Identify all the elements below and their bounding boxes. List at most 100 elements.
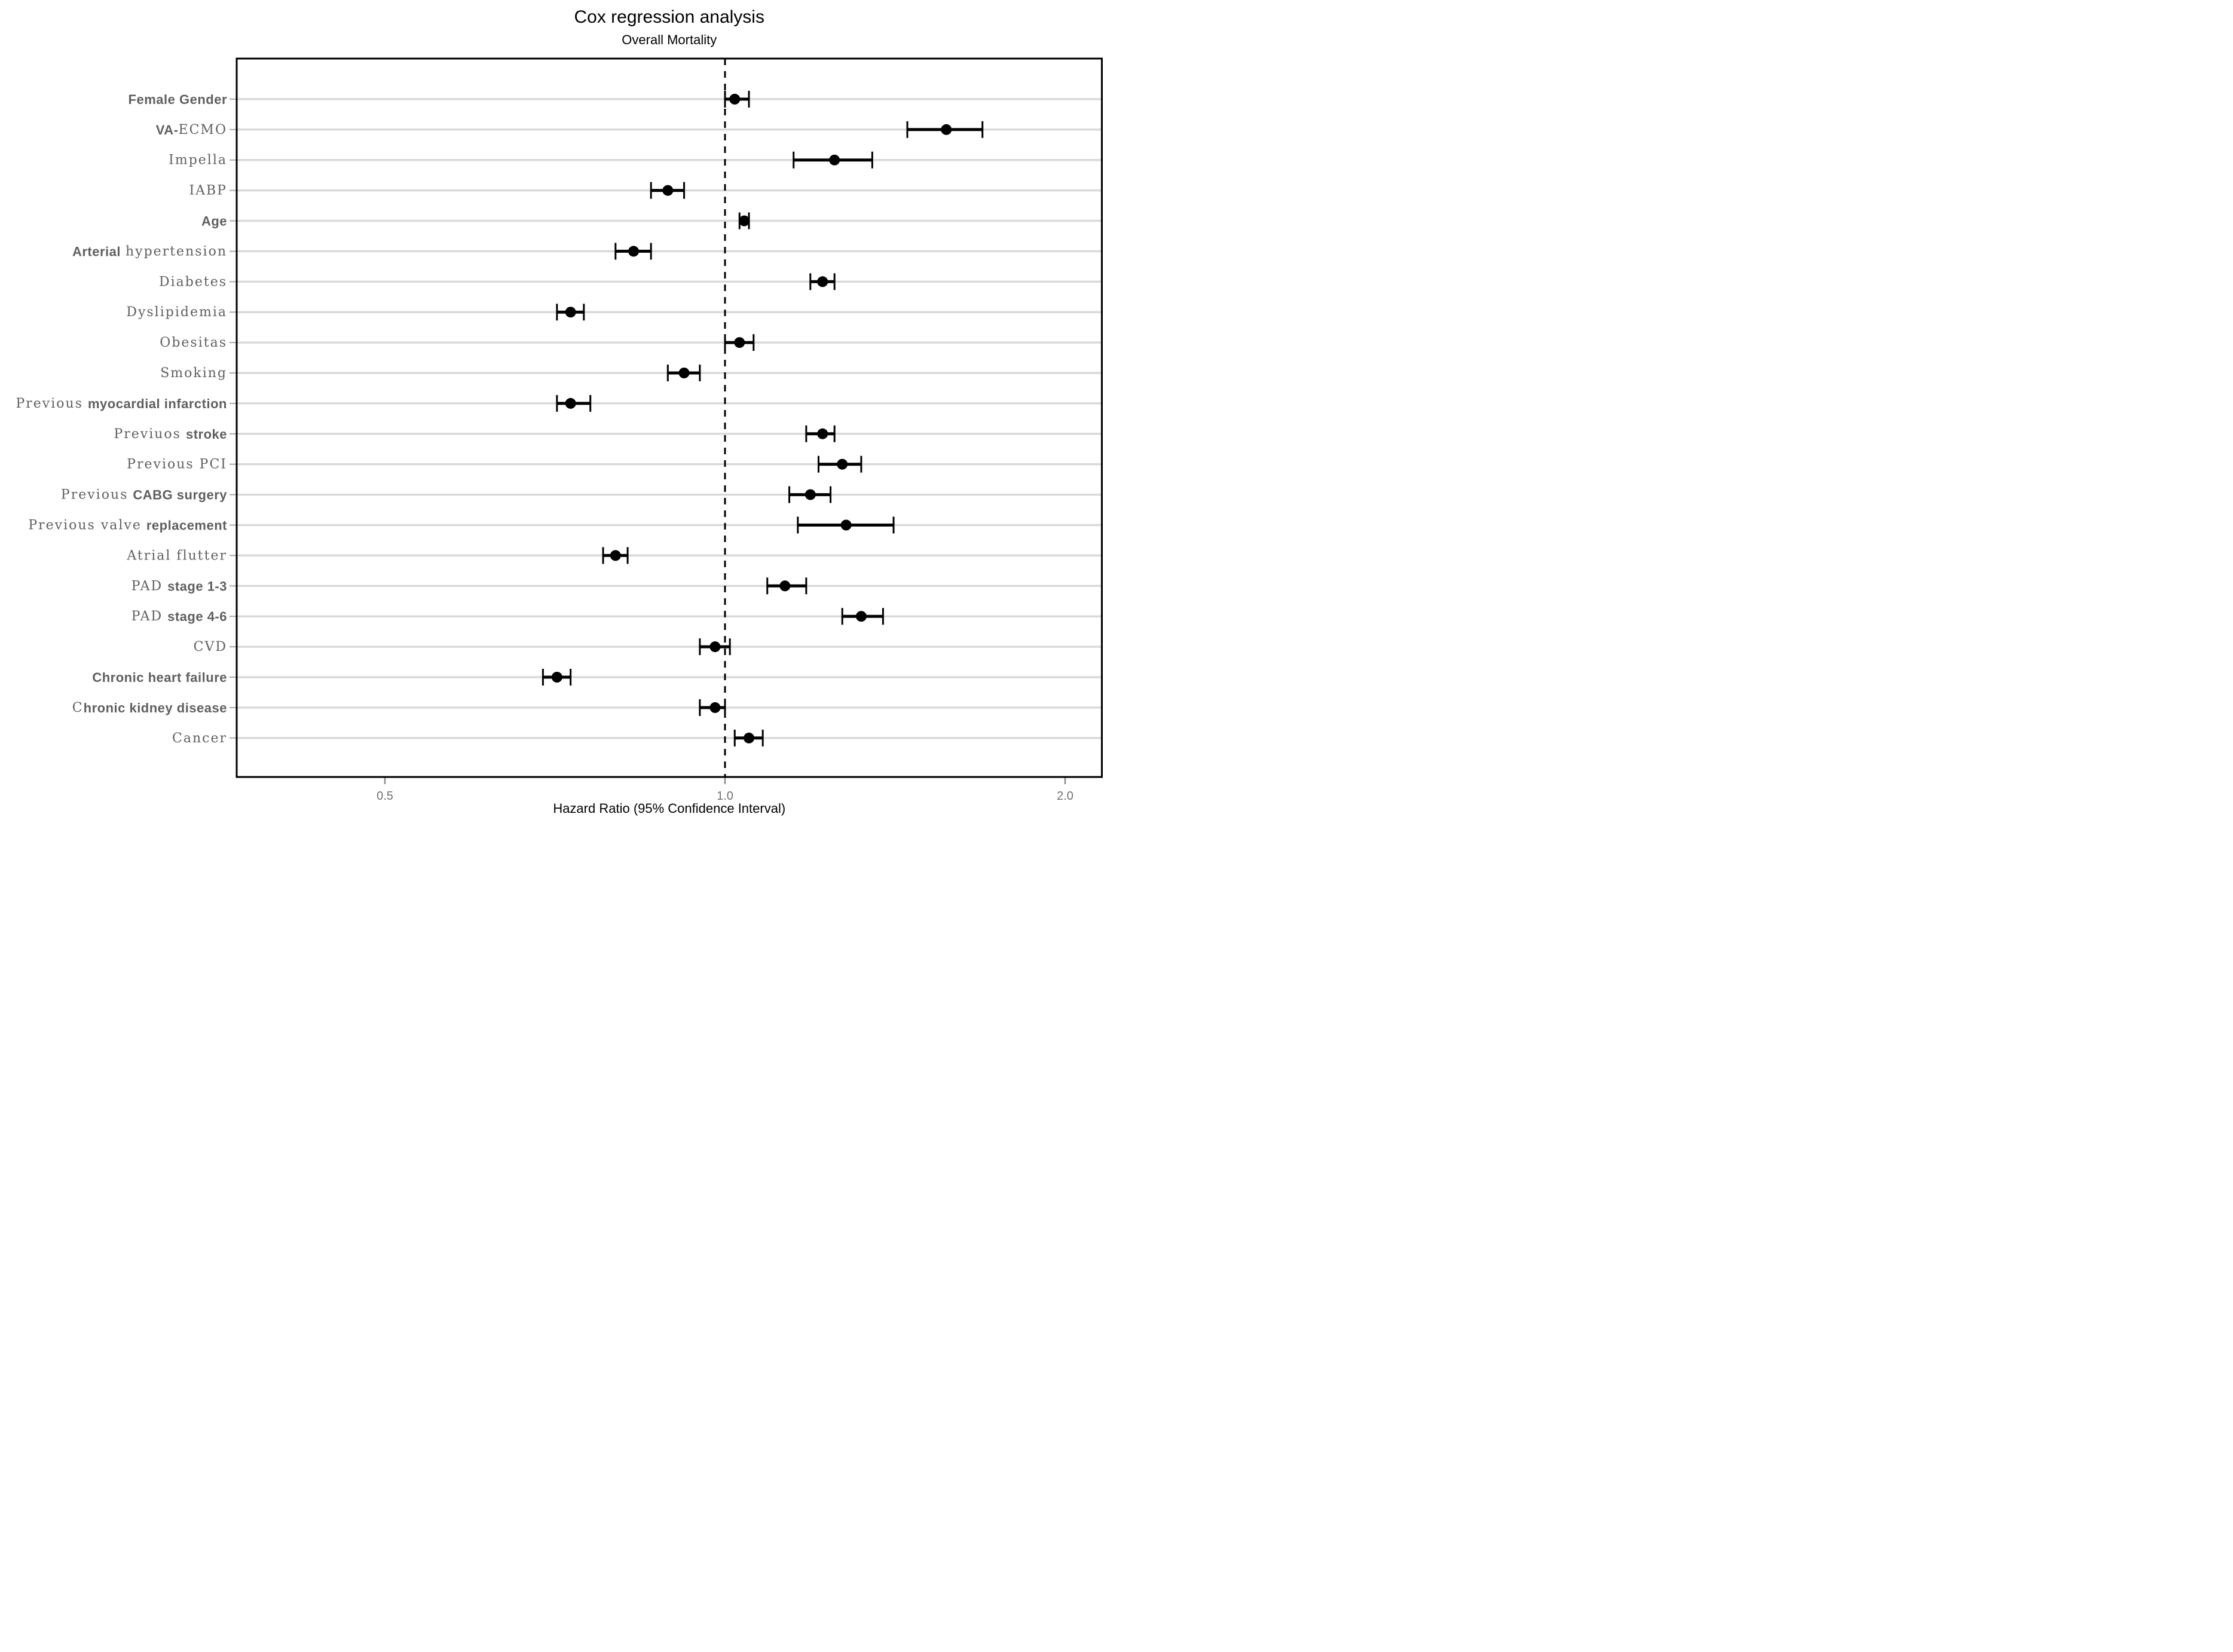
- row-label-age: Age: [201, 213, 227, 228]
- row-label-chronic-heart-failure: Chronic heart failure: [92, 670, 227, 685]
- point-estimate: [829, 154, 840, 166]
- row-label-part: Age: [201, 213, 227, 228]
- forest-row-previous-valve-replacement: [797, 516, 895, 534]
- row-label-part: myocardial infarction: [88, 396, 227, 411]
- point-estimate: [628, 246, 640, 257]
- gridline-layer: [237, 98, 1102, 739]
- forest-row-smoking: [666, 365, 701, 381]
- forest-row-atrial-flutter: [602, 547, 629, 564]
- forest-row-previuos-stroke: [805, 425, 836, 442]
- row-label-part: CABG surgery: [133, 487, 227, 502]
- forest-row-age: [738, 212, 750, 230]
- data-layer: [542, 90, 984, 747]
- point-estimate: [709, 641, 721, 653]
- point-estimate: [709, 702, 721, 713]
- forest-row-obesitas: [724, 334, 755, 351]
- forest-row-impella: [793, 151, 873, 169]
- row-label-pad-stage-1-3: PAD stage 1-3: [131, 579, 227, 594]
- forest-row-iabp: [650, 182, 686, 199]
- point-estimate: [565, 397, 576, 409]
- row-label-part: Arterial: [72, 244, 121, 259]
- forest-row-arterial-hypertension: [614, 243, 652, 260]
- row-label-smoking: Smoking: [160, 366, 227, 381]
- point-estimate: [551, 672, 562, 683]
- x-tick-label-0.5: 0.5: [377, 790, 393, 803]
- row-label-part: hronic kidney disease: [84, 700, 227, 715]
- row-label-part: C: [72, 700, 84, 715]
- row-label-impella: Impella: [169, 152, 227, 167]
- row-label-part: Previous PCI: [127, 457, 227, 472]
- row-label-part: Dyslipidemia: [126, 305, 227, 320]
- row-label-dyslipidemia: Dyslipidemia: [126, 305, 227, 320]
- row-label-part: replacement: [146, 518, 227, 533]
- forest-plot-figure: Cox regression analysis Overall Mortalit…: [0, 0, 1116, 826]
- point-estimate: [729, 93, 741, 105]
- row-label-previous-cabg-surgery: Previous CABG surgery: [61, 487, 227, 502]
- forest-row-pad-stage-4-6: [841, 608, 884, 625]
- row-label-part: ECMO: [179, 122, 227, 137]
- forest-row-dyslipidemia: [556, 304, 585, 321]
- forest-row-cancer: [733, 729, 764, 747]
- forest-row-chronic-heart-failure: [542, 669, 572, 686]
- row-label-previous-pci: Previous PCI: [127, 457, 227, 472]
- row-label-iabp: IABP: [189, 183, 227, 198]
- row-label-pad-stage-4-6: PAD stage 4-6: [131, 609, 227, 624]
- row-label-part: stage 1-3: [167, 579, 227, 594]
- row-label-cvd: CVD: [194, 640, 227, 654]
- point-estimate: [739, 215, 750, 227]
- forest-row-cvd: [699, 638, 731, 656]
- row-label-arterial-hypertension: Arterial hypertension: [72, 244, 227, 259]
- x-tick-label-1.0: 1.0: [717, 790, 733, 803]
- row-label-part: Smoking: [160, 366, 227, 381]
- point-estimate: [662, 185, 674, 196]
- point-estimate: [734, 337, 745, 348]
- point-estimate: [610, 550, 621, 561]
- axis-layer: Female Gender VA-ECMO Impella IABP Age Arteri…: [16, 91, 1073, 803]
- row-label-part: Impella: [169, 152, 227, 167]
- point-estimate: [779, 580, 791, 592]
- row-label-previous-valve-replacement: Previous valve replacement: [28, 518, 227, 533]
- x-tick-label-2.0: 2.0: [1057, 790, 1073, 803]
- row-label-part: Cancer: [172, 730, 227, 745]
- row-label-part: Atrial flutter: [126, 548, 227, 563]
- point-estimate: [565, 307, 576, 318]
- row-label-part: Previuos: [114, 426, 181, 441]
- row-label-part: hypertension: [126, 244, 227, 259]
- point-estimate: [678, 368, 690, 378]
- forest-row-previous-pci: [817, 455, 862, 473]
- forest-row-female-gender: [724, 90, 750, 108]
- chart-subtitle: Overall Mortality: [622, 32, 717, 47]
- row-label-part: VA-: [156, 122, 179, 137]
- point-estimate: [817, 428, 828, 439]
- point-estimate: [840, 519, 852, 531]
- point-estimate: [855, 611, 867, 622]
- row-label-part: Previous: [61, 487, 129, 502]
- point-estimate: [941, 124, 952, 135]
- row-label-part: CVD: [194, 640, 227, 654]
- row-label-chronic-kidney-disease: Chronic kidney disease: [72, 700, 227, 715]
- forest-row-diabetes: [809, 273, 836, 290]
- point-estimate: [817, 276, 828, 287]
- row-label-part: Female Gender: [129, 91, 227, 106]
- row-label-part: stage 4-6: [167, 609, 227, 624]
- row-label-atrial-flutter: Atrial flutter: [126, 548, 227, 563]
- chart-title: Cox regression analysis: [574, 7, 764, 27]
- point-estimate: [744, 732, 755, 744]
- forest-row-previous-myocardial-infarction: [556, 394, 592, 412]
- row-label-part: PAD: [131, 609, 163, 624]
- x-axis-title: Hazard Ratio (95% Confidence Interval): [553, 801, 785, 816]
- forest-row-chronic-kidney-disease: [699, 699, 726, 716]
- row-label-cancer: Cancer: [172, 730, 227, 745]
- row-label-part: Chronic heart failure: [92, 670, 227, 685]
- row-label-part: IABP: [189, 183, 227, 198]
- row-label-part: Previous: [16, 396, 83, 411]
- row-label-obesitas: Obesitas: [160, 335, 227, 350]
- row-label-part: stroke: [186, 426, 227, 441]
- point-estimate: [837, 458, 848, 470]
- row-label-part: PAD: [131, 579, 163, 594]
- forest-plot: Cox regression analysis Overall Mortalit…: [16, 7, 1103, 816]
- forest-row-pad-stage-1-3: [766, 577, 807, 595]
- row-label-female-gender: Female Gender: [129, 91, 227, 106]
- row-label-va-ecmo: VA-ECMO: [156, 122, 227, 137]
- forest-row-va-ecmo: [906, 121, 984, 138]
